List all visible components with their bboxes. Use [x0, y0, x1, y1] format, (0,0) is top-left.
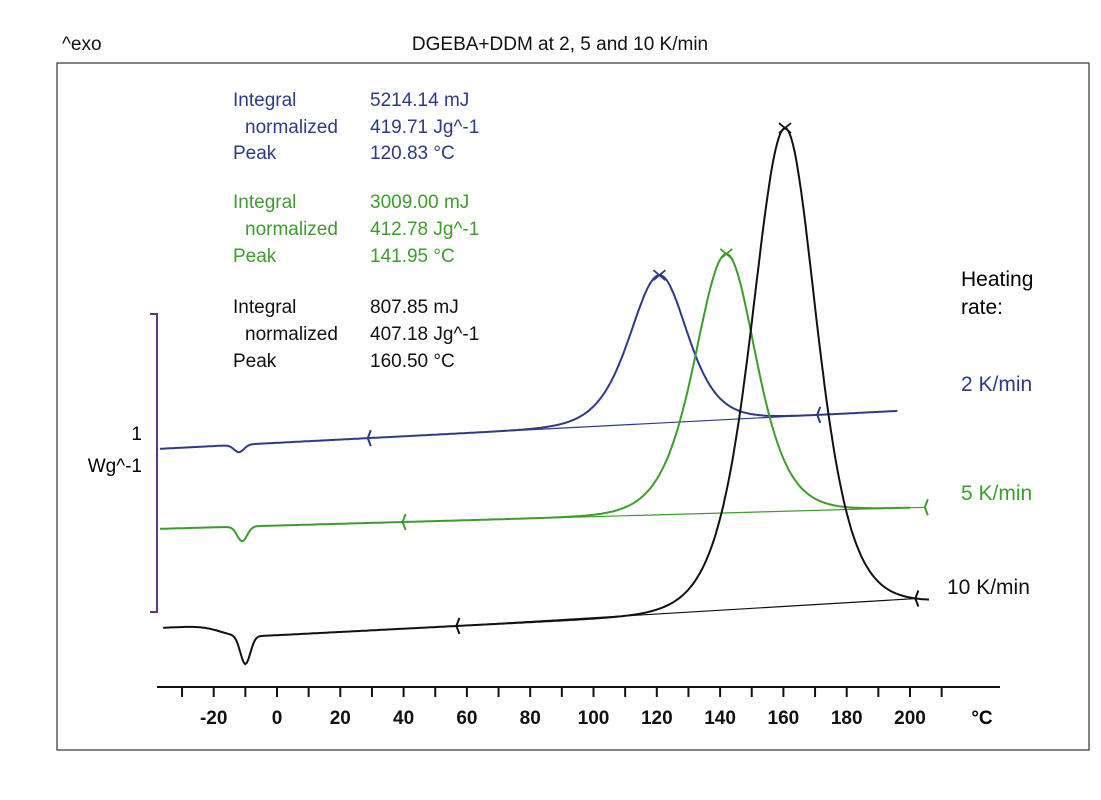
peak-label: Peak [233, 351, 277, 372]
x-tick-label: 40 [393, 708, 414, 729]
scale-bar-value: 1 [131, 424, 142, 445]
normalized-value: 412.78 Jg^-1 [370, 219, 479, 240]
x-tick-label: 120 [641, 708, 673, 729]
x-tick-label: 100 [578, 708, 610, 729]
integral-value: 5214.14 mJ [370, 90, 469, 111]
peak-marker [652, 269, 667, 281]
results-block-10kmin: Integral 807.85 mJ normalized 407.18 Jg^… [233, 297, 479, 372]
normalized-value: 419.71 Jg^-1 [370, 117, 479, 138]
normalized-value: 407.18 Jg^-1 [370, 324, 479, 345]
legend-title-line1: Heating [961, 268, 1033, 291]
normalized-label: normalized [245, 219, 338, 240]
legend-entry-5kmin: 5 K/min [961, 482, 1032, 505]
normalized-label: normalized [245, 324, 338, 345]
chart-title: DGEBA+DDM at 2, 5 and 10 K/min [412, 34, 708, 55]
scale-bar-unit: Wg^-1 [88, 456, 142, 477]
peak-marker [778, 122, 792, 134]
integration-limit-marker [401, 513, 407, 531]
peak-value: 141.95 °C [370, 246, 455, 267]
x-tick-label: 200 [894, 708, 926, 729]
integral-label: Integral [233, 192, 296, 213]
results-block-2kmin: Integral 5214.14 mJ normalized 419.71 Jg… [233, 90, 479, 164]
x-tick-label: 0 [272, 708, 283, 729]
peak-label: Peak [233, 143, 277, 164]
legend-entry-10kmin: 10 K/min [947, 576, 1030, 599]
legend-entry-2kmin: 2 K/min [961, 373, 1032, 396]
plot-frame [56, 62, 1090, 751]
scale-bar-bracket [150, 313, 158, 613]
curve-2kmin [159, 274, 898, 454]
results-block-5kmin: Integral 3009.00 mJ normalized 412.78 Jg… [233, 192, 479, 267]
curve-10kmin [163, 127, 930, 666]
integration-limit-marker [914, 590, 920, 607]
integral-label: Integral [233, 297, 296, 318]
exo-direction-label: ^exo [62, 34, 102, 55]
curve-5kmin [159, 252, 910, 543]
peak-label: Peak [233, 246, 277, 267]
x-tick-label: 60 [456, 708, 477, 729]
peak-value: 120.83 °C [370, 143, 455, 164]
x-tick-label: 160 [768, 708, 800, 729]
integration-limit-marker [455, 617, 461, 635]
x-tick-label: 20 [330, 708, 351, 729]
x-tick-label: 140 [704, 708, 736, 729]
normalized-label: normalized [245, 117, 338, 138]
legend-title-line2: rate: [961, 296, 1003, 319]
y-scale-bar: 1 Wg^-1 [88, 313, 158, 613]
x-axis-unit: °C [971, 708, 993, 729]
x-axis-ticks: -20 0 20 40 60 80 100 120 140 160 180 200 [181, 687, 943, 729]
curve-markers [366, 122, 929, 635]
integral-label: Integral [233, 90, 296, 111]
x-tick-label: 180 [831, 708, 863, 729]
integration-limit-marker [923, 498, 929, 516]
peak-marker [719, 248, 733, 260]
integration-limit-marker [816, 406, 822, 424]
integral-value: 807.85 mJ [370, 297, 459, 318]
x-tick-label: 80 [520, 708, 541, 729]
dsc-curves [159, 127, 930, 666]
integral-value: 3009.00 mJ [370, 192, 469, 213]
x-tick-label: -20 [200, 708, 227, 729]
peak-value: 160.50 °C [370, 351, 455, 372]
integration-limit-marker [366, 429, 372, 447]
